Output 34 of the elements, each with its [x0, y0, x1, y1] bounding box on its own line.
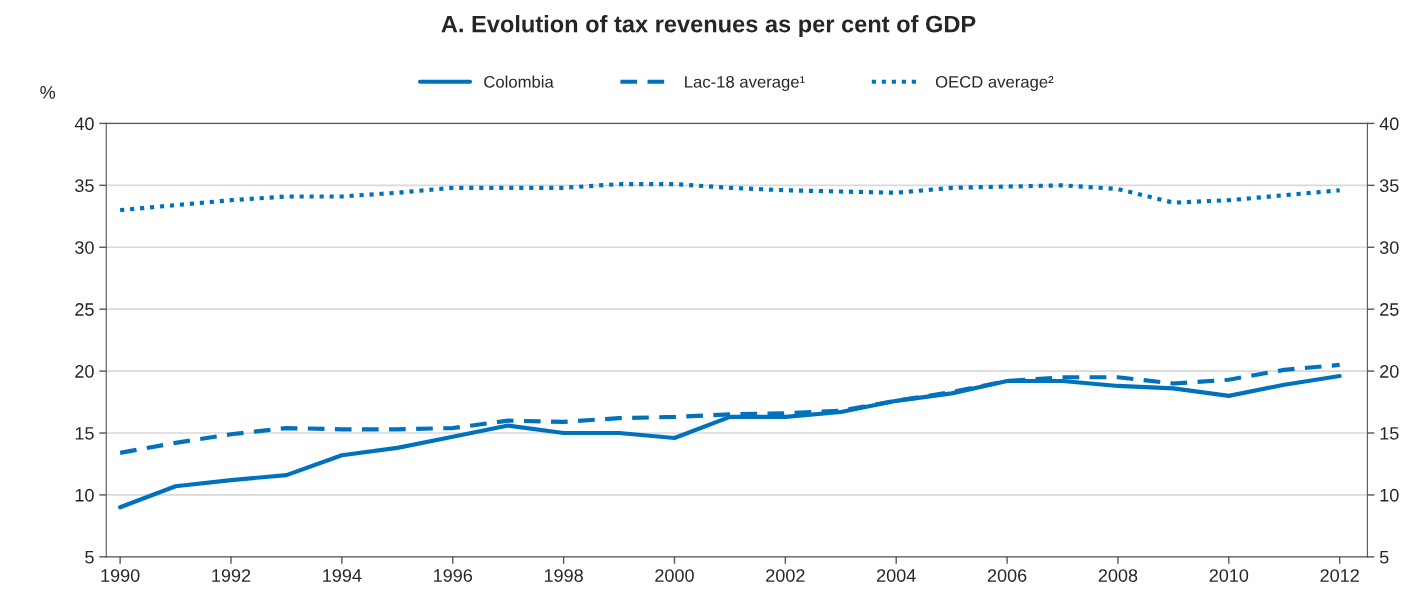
- y-tick-label: 20: [75, 365, 94, 378]
- x-tick-label: 2006: [987, 569, 1027, 582]
- x-tick-label: 1998: [544, 569, 583, 582]
- y-tick-label: 10: [75, 488, 94, 502]
- chart-title: A. Evolution of tax revenues as per cent of GDP: [441, 15, 976, 38]
- x-tick-label: 1990: [101, 569, 140, 582]
- x-tick-label: 1996: [434, 569, 473, 582]
- legend-label: Lac-18 average¹: [685, 75, 805, 92]
- y-tick-label: 35: [75, 179, 94, 193]
- legend-label: Colombia: [484, 75, 554, 88]
- legend-label: OECD average²: [935, 75, 1054, 92]
- y-tick-label: 15: [75, 427, 94, 440]
- y-axis-title: %: [40, 86, 56, 99]
- y2-tick-label: 15: [1380, 427, 1399, 440]
- y2-tick-label: 30: [1379, 241, 1399, 254]
- x-tick-label: 2004: [877, 569, 916, 582]
- y-tick-label: 40: [74, 117, 94, 131]
- y-tick-label: 5: [85, 550, 94, 564]
- y2-tick-label: 35: [1379, 179, 1399, 193]
- x-tick-label: 2000: [655, 569, 694, 582]
- y-tick-label: 30: [75, 241, 94, 254]
- x-tick-label: 1994: [323, 569, 362, 582]
- x-tick-label: 2010: [1209, 569, 1249, 582]
- y2-tick-label: 5: [1379, 550, 1389, 564]
- x-tick-label: 2008: [1098, 569, 1138, 582]
- y2-tick-label: 40: [1379, 117, 1399, 131]
- x-tick-label: 2012: [1320, 569, 1359, 582]
- y2-tick-label: 10: [1380, 488, 1399, 502]
- x-tick-label: 2002: [766, 569, 805, 582]
- y-tick-label: 25: [75, 303, 94, 316]
- y2-tick-label: 20: [1380, 365, 1399, 378]
- y2-tick-label: 25: [1380, 303, 1399, 316]
- line-series: [118, 182, 1342, 213]
- x-tick-label: 1992: [212, 569, 251, 582]
